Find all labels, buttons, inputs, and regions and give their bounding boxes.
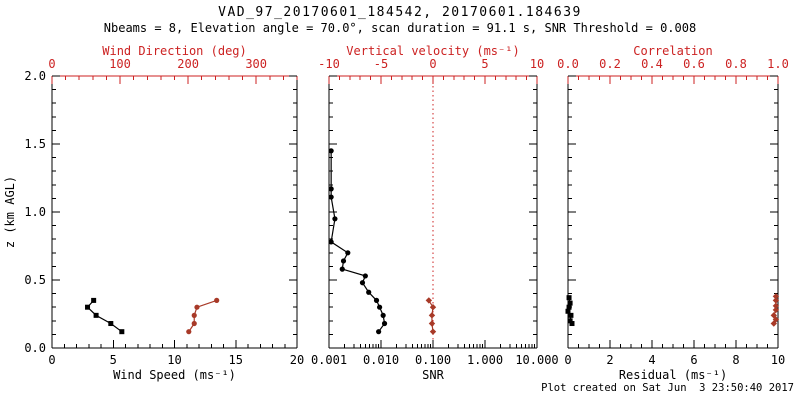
svg-text:8: 8: [732, 353, 739, 367]
svg-text:5: 5: [110, 353, 117, 367]
residual-panel-series-correlation: [770, 293, 780, 327]
residual-panel-y-axis: [568, 75, 778, 349]
wind-panel: 0 5 10 15 20 Wind Speed (ms⁻¹) 0 100 200 300Wind …: [3, 44, 304, 382]
svg-text:-10: -10: [318, 57, 340, 71]
residual-panel-bottom-axis: 0 2 4 6 8 10 Residual (ms⁻¹): [564, 340, 785, 382]
svg-text:2: 2: [606, 353, 613, 367]
snr-panel-series-vertical-velocity: [425, 297, 437, 335]
svg-text:-5: -5: [374, 57, 388, 71]
svg-text:0.010: 0.010: [363, 353, 399, 367]
svg-text:0.2: 0.2: [599, 57, 621, 71]
svg-text:0.0: 0.0: [24, 341, 46, 355]
svg-text:Correlation: Correlation: [633, 44, 712, 58]
svg-text:0.001: 0.001: [311, 353, 347, 367]
svg-text:Wind Direction (deg): Wind Direction (deg): [102, 44, 247, 58]
svg-text:0: 0: [48, 353, 55, 367]
svg-text:0.4: 0.4: [641, 57, 663, 71]
wind-panel-series-wind-speed: [85, 297, 125, 335]
svg-text:0.0: 0.0: [557, 57, 579, 71]
svg-text:10.000: 10.000: [515, 353, 558, 367]
plot-subtitle: Nbeams = 8, Elevation angle = 70.0°, sca…: [103, 21, 697, 35]
wind-panel-series-wind-direction: [186, 297, 220, 335]
snr-panel-top-axis: -10 -5 0 5 10 Vertical velocity (ms⁻¹): [318, 44, 544, 84]
plot-title: VAD_97_20170601_184542, 20170601.184639: [218, 5, 582, 20]
svg-text:Wind Speed (ms⁻¹): Wind Speed (ms⁻¹): [113, 368, 236, 382]
svg-text:300: 300: [245, 57, 267, 71]
svg-text:1.0: 1.0: [767, 57, 789, 71]
residual-panel: 0 2 4 6 8 10 Residual (ms⁻¹) 0.0 0.2 0.4 0.6 0.8 1.0…: [557, 44, 789, 382]
svg-text:SNR: SNR: [422, 368, 444, 382]
svg-text:5: 5: [481, 57, 488, 71]
svg-text:Residual (ms⁻¹): Residual (ms⁻¹): [619, 368, 727, 382]
snr-panel: 0.001 0.010 0.100 1.000 10.000 SNR -10 -5 0 5 10 Ve…: [311, 44, 559, 382]
svg-text:10: 10: [530, 57, 544, 71]
svg-text:1.5: 1.5: [24, 137, 46, 151]
svg-text:0.6: 0.6: [683, 57, 705, 71]
svg-text:20: 20: [290, 353, 304, 367]
svg-text:100: 100: [109, 57, 131, 71]
svg-text:0.100: 0.100: [415, 353, 451, 367]
created-timestamp: Plot created on Sat Jun 3 23:50:40 2017: [541, 382, 794, 394]
svg-text:4: 4: [648, 353, 655, 367]
svg-text:Vertical velocity (ms⁻¹): Vertical velocity (ms⁻¹): [346, 44, 519, 58]
svg-text:15: 15: [229, 353, 243, 367]
snr-panel-bottom-axis: 0.001 0.010 0.100 1.000 10.000 SNR: [311, 340, 559, 382]
svg-text:200: 200: [177, 57, 199, 71]
wind-panel-bottom-axis: 0 5 10 15 20 Wind Speed (ms⁻¹): [48, 340, 304, 382]
svg-text:0: 0: [429, 57, 436, 71]
svg-text:0: 0: [48, 57, 55, 71]
svg-text:10: 10: [167, 353, 181, 367]
svg-text:2.0: 2.0: [24, 69, 46, 83]
wind-panel-y-axis: 0.0 0.5 1.0 1.5 2.0 z (km AGL): [3, 69, 297, 355]
svg-text:10: 10: [771, 353, 785, 367]
svg-text:6: 6: [690, 353, 697, 367]
svg-text:0.8: 0.8: [725, 57, 747, 71]
svg-text:1.000: 1.000: [467, 353, 503, 367]
snr-panel-series-snr: [328, 148, 388, 335]
svg-text:z (km AGL): z (km AGL): [3, 176, 17, 248]
residual-panel-top-axis: 0.0 0.2 0.4 0.6 0.8 1.0 Correlation: [557, 44, 789, 84]
residual-panel-series-residual: [565, 295, 575, 327]
svg-text:0: 0: [564, 353, 571, 367]
svg-text:0.5: 0.5: [24, 273, 46, 287]
svg-text:1.0: 1.0: [24, 205, 46, 219]
